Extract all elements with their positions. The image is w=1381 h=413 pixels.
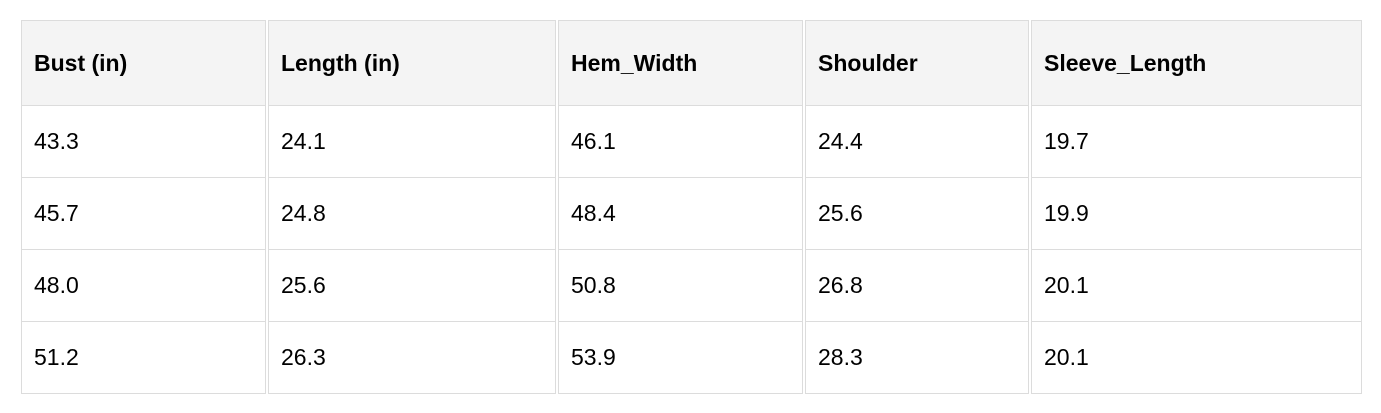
table-cell: 24.8 — [268, 178, 556, 250]
table-row: 51.2 26.3 53.9 28.3 20.1 — [21, 322, 1362, 394]
table-cell: 26.3 — [268, 322, 556, 394]
table-cell: 19.9 — [1031, 178, 1362, 250]
measurements-table: Bust (in) Length (in) Hem_Width Shoulder… — [19, 20, 1364, 394]
table-cell: 46.1 — [558, 106, 803, 178]
table-cell: 20.1 — [1031, 250, 1362, 322]
table-cell: 20.1 — [1031, 322, 1362, 394]
column-header-shoulder: Shoulder — [805, 20, 1029, 106]
table-cell: 24.1 — [268, 106, 556, 178]
table-cell: 43.3 — [21, 106, 266, 178]
column-header-bust: Bust (in) — [21, 20, 266, 106]
table-cell: 50.8 — [558, 250, 803, 322]
table-cell: 25.6 — [268, 250, 556, 322]
table-cell: 25.6 — [805, 178, 1029, 250]
table-cell: 28.3 — [805, 322, 1029, 394]
table-cell: 19.7 — [1031, 106, 1362, 178]
column-header-hem-width: Hem_Width — [558, 20, 803, 106]
table-cell: 51.2 — [21, 322, 266, 394]
table-cell: 24.4 — [805, 106, 1029, 178]
column-header-sleeve-length: Sleeve_Length — [1031, 20, 1362, 106]
table-row: 48.0 25.6 50.8 26.8 20.1 — [21, 250, 1362, 322]
table-row: 43.3 24.1 46.1 24.4 19.7 — [21, 106, 1362, 178]
table-cell: 48.4 — [558, 178, 803, 250]
column-header-length: Length (in) — [268, 20, 556, 106]
table-cell: 53.9 — [558, 322, 803, 394]
table-cell: 48.0 — [21, 250, 266, 322]
table-row: 45.7 24.8 48.4 25.6 19.9 — [21, 178, 1362, 250]
table-cell: 45.7 — [21, 178, 266, 250]
header-row: Bust (in) Length (in) Hem_Width Shoulder… — [21, 20, 1362, 106]
table-cell: 26.8 — [805, 250, 1029, 322]
